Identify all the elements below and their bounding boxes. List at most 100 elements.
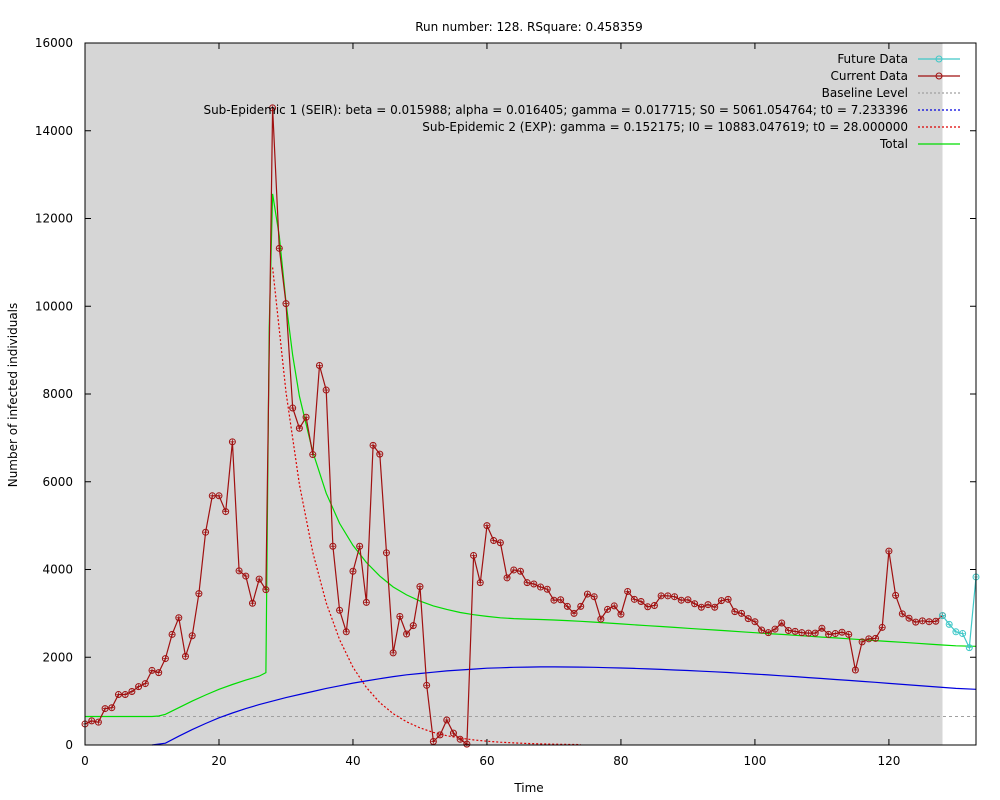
point-marker xyxy=(717,597,725,605)
data-point xyxy=(148,666,156,674)
point-marker xyxy=(168,630,176,638)
data-point xyxy=(624,587,632,595)
fit-region xyxy=(85,43,943,745)
point-marker xyxy=(831,630,839,638)
point-marker xyxy=(114,691,122,699)
data-point xyxy=(248,599,256,607)
data-point xyxy=(315,361,323,369)
point-marker xyxy=(798,629,806,637)
data-point xyxy=(771,625,779,633)
series-line xyxy=(151,666,977,746)
point-marker xyxy=(537,583,545,591)
series-total xyxy=(85,193,977,718)
point-marker xyxy=(483,522,491,530)
legend-label: Future Data xyxy=(837,52,908,66)
legend: Future Data Current Data Baseline Level Sub… xyxy=(203,52,960,151)
point-marker xyxy=(858,638,866,646)
point-marker xyxy=(912,618,920,626)
series-layer xyxy=(81,104,980,748)
point-marker xyxy=(315,361,323,369)
data-point xyxy=(778,619,786,627)
point-marker xyxy=(470,551,478,559)
point-marker xyxy=(248,599,256,607)
data-point xyxy=(416,583,424,591)
y-axis-label: Number of infected individuals xyxy=(6,303,20,488)
data-point xyxy=(731,608,739,616)
point-marker xyxy=(604,605,612,613)
data-point xyxy=(610,602,618,610)
point-marker xyxy=(684,596,692,604)
point-marker xyxy=(141,680,149,688)
legend-entry-exp: Sub-Epidemic 2 (EXP): gamma = 0.152175; … xyxy=(422,120,960,134)
data-point xyxy=(851,666,859,674)
point-marker xyxy=(369,441,377,449)
data-point xyxy=(255,575,263,583)
point-marker xyxy=(758,626,766,634)
point-marker xyxy=(617,610,625,618)
data-point xyxy=(382,549,390,557)
data-point xyxy=(530,580,538,588)
data-point xyxy=(872,634,880,642)
point-marker xyxy=(825,630,833,638)
data-point xyxy=(798,629,806,637)
data-point xyxy=(878,623,886,631)
point-marker xyxy=(918,617,926,625)
point-marker xyxy=(965,644,973,652)
data-point xyxy=(101,705,109,713)
legend-label: Total xyxy=(879,137,908,151)
data-point xyxy=(697,603,705,611)
data-point xyxy=(664,592,672,600)
point-marker xyxy=(409,622,417,630)
data-point xyxy=(155,669,163,677)
point-marker xyxy=(952,628,960,636)
data-point xyxy=(784,626,792,634)
data-point xyxy=(181,652,189,660)
point-marker xyxy=(195,590,203,598)
point-marker xyxy=(671,593,679,601)
point-marker xyxy=(463,740,471,748)
point-marker xyxy=(637,598,645,606)
data-point xyxy=(470,551,478,559)
data-point xyxy=(356,542,364,550)
legend-label: Current Data xyxy=(830,69,908,83)
data-point xyxy=(336,606,344,614)
legend-label: Baseline Level xyxy=(822,86,908,100)
point-marker xyxy=(135,683,143,691)
data-point xyxy=(496,539,504,547)
data-point xyxy=(369,441,377,449)
data-point xyxy=(898,610,906,618)
data-point xyxy=(885,547,893,555)
data-point xyxy=(302,413,310,421)
data-point xyxy=(818,624,826,632)
point-marker xyxy=(664,592,672,600)
point-marker xyxy=(302,413,310,421)
data-point xyxy=(758,626,766,634)
point-marker xyxy=(490,537,498,545)
point-marker xyxy=(202,528,210,536)
series-line xyxy=(85,193,977,718)
data-point xyxy=(403,630,411,638)
data-point xyxy=(202,528,210,536)
point-marker xyxy=(650,601,658,609)
x-axis-label: Time xyxy=(513,781,543,795)
point-marker xyxy=(865,635,873,643)
point-marker xyxy=(778,619,786,627)
data-point xyxy=(362,598,370,606)
data-point xyxy=(583,590,591,598)
data-point xyxy=(537,583,545,591)
point-marker xyxy=(155,669,163,677)
data-point xyxy=(322,386,330,394)
data-point xyxy=(597,615,605,623)
point-marker xyxy=(389,649,397,657)
data-point xyxy=(228,438,236,446)
data-point xyxy=(644,603,652,611)
data-point xyxy=(751,618,759,626)
data-point xyxy=(577,602,585,610)
data-point xyxy=(825,630,833,638)
data-point xyxy=(650,601,658,609)
data-point xyxy=(590,593,598,601)
data-point xyxy=(423,681,431,689)
point-marker xyxy=(704,601,712,609)
point-marker xyxy=(905,614,913,622)
data-point xyxy=(269,104,277,112)
